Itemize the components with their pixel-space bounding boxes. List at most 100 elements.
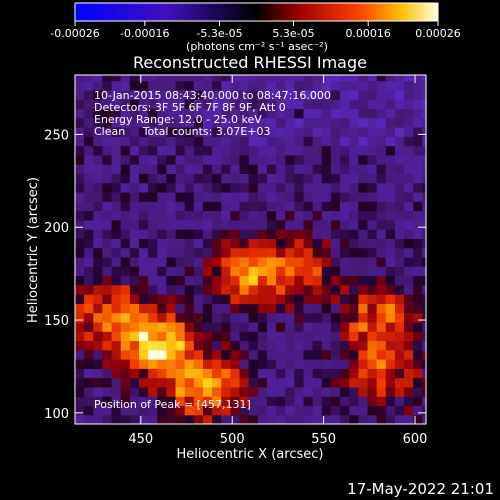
heatmap-cell bbox=[266, 266, 277, 277]
heatmap-cell bbox=[413, 164, 423, 174]
heatmap-cell bbox=[102, 80, 113, 91]
heatmap-cell bbox=[394, 182, 405, 193]
heatmap-cell bbox=[120, 377, 131, 388]
heatmap-cell bbox=[93, 89, 104, 100]
heatmap-cell bbox=[120, 229, 131, 239]
heatmap-cell bbox=[148, 173, 158, 184]
heatmap-cell bbox=[111, 414, 122, 424]
heatmap-cell bbox=[285, 312, 295, 323]
heatmap-cell bbox=[129, 117, 140, 128]
heatmap-cell bbox=[285, 377, 295, 388]
heatmap-cell bbox=[166, 321, 177, 332]
heatmap-cell bbox=[257, 377, 268, 388]
heatmap-cell bbox=[385, 145, 396, 156]
heatmap-cell bbox=[358, 405, 369, 416]
heatmap-cell bbox=[157, 414, 168, 424]
heatmap-cell bbox=[266, 182, 277, 193]
heatmap-cell bbox=[221, 117, 231, 128]
heatmap-cell bbox=[111, 99, 122, 110]
heatmap-cell bbox=[93, 99, 104, 110]
heatmap-cell bbox=[148, 405, 158, 416]
heatmap-cell bbox=[276, 117, 286, 128]
heatmap-cell bbox=[84, 405, 94, 416]
heatmap-cell bbox=[376, 377, 387, 388]
heatmap-cell bbox=[285, 340, 295, 351]
heatmap-cell bbox=[202, 247, 213, 258]
heatmap-cell bbox=[294, 126, 305, 137]
heatmap-cell bbox=[367, 99, 378, 110]
heatmap-cell bbox=[102, 201, 113, 212]
heatmap-cell bbox=[84, 303, 94, 314]
heatmap-cell bbox=[166, 359, 177, 369]
heatmap-cell bbox=[248, 89, 259, 100]
heatmap-cell bbox=[330, 126, 341, 137]
heatmap-cell bbox=[148, 182, 158, 193]
heatmap-cell bbox=[175, 414, 186, 424]
heatmap-cell bbox=[129, 173, 140, 184]
heatmap-cell bbox=[184, 154, 195, 165]
heatmap-cell bbox=[212, 368, 222, 379]
heatmap-cell bbox=[394, 247, 405, 258]
heatmap-cell bbox=[257, 219, 268, 230]
heatmap-cell bbox=[257, 126, 268, 137]
heatmap-cell bbox=[358, 340, 369, 351]
heatmap-cell bbox=[221, 108, 231, 119]
heatmap-cell bbox=[285, 396, 295, 407]
heatmap-cell bbox=[294, 266, 305, 277]
heatmap-cell bbox=[221, 247, 231, 258]
heatmap-cell bbox=[358, 210, 369, 221]
heatmap-cell bbox=[385, 321, 396, 332]
heatmap-cell bbox=[111, 331, 122, 342]
heatmap-cell bbox=[193, 405, 204, 416]
heatmap-cell bbox=[138, 266, 149, 277]
heatmap-cell bbox=[349, 99, 359, 110]
heatmap-cell bbox=[102, 321, 113, 332]
heatmap-cell bbox=[184, 80, 195, 91]
heatmap-cell bbox=[248, 238, 259, 249]
heatmap-cell bbox=[239, 284, 250, 295]
heatmap-cell bbox=[294, 312, 305, 323]
chart-title: Reconstructed RHESSI Image bbox=[133, 53, 367, 72]
heatmap-cell bbox=[166, 386, 177, 397]
heatmap-cell bbox=[358, 359, 369, 369]
heatmap-cell bbox=[376, 219, 387, 230]
heatmap-cell bbox=[404, 136, 414, 147]
heatmap-cell bbox=[102, 182, 113, 193]
heatmap-cell bbox=[248, 294, 259, 304]
heatmap-cell bbox=[75, 368, 85, 379]
heatmap-cell bbox=[358, 321, 369, 332]
heatmap-cell bbox=[202, 340, 213, 351]
heatmap-cell bbox=[239, 294, 250, 304]
heatmap-cell bbox=[230, 359, 241, 369]
heatmap-cell bbox=[157, 312, 168, 323]
heatmap-cell bbox=[376, 256, 387, 267]
heatmap-cell bbox=[358, 89, 369, 100]
y-axis-label: Heliocentric Y (arcsec) bbox=[26, 177, 41, 323]
heatmap-cell bbox=[321, 331, 332, 342]
heatmap-cell bbox=[367, 294, 378, 304]
heatmap-cell bbox=[376, 191, 387, 202]
heatmap-cell bbox=[404, 294, 414, 304]
heatmap-cell bbox=[148, 331, 158, 342]
heatmap-cell bbox=[129, 256, 140, 267]
heatmap-cell bbox=[75, 247, 85, 258]
heatmap-cell bbox=[358, 414, 369, 424]
heatmap-cell bbox=[93, 312, 104, 323]
heatmap-cell bbox=[129, 386, 140, 397]
heatmap-cell bbox=[303, 368, 314, 379]
heatmap-cell bbox=[157, 154, 168, 165]
heatmap-cell bbox=[75, 136, 85, 147]
heatmap-cell bbox=[340, 414, 350, 424]
heatmap-cell bbox=[303, 386, 314, 397]
heatmap-cell bbox=[285, 247, 295, 258]
heatmap-cell bbox=[221, 154, 231, 165]
heatmap-cell bbox=[358, 229, 369, 239]
heatmap-cell bbox=[413, 191, 423, 202]
heatmap-cell bbox=[93, 182, 104, 193]
heatmap-cell bbox=[166, 396, 177, 407]
heatmap-cell bbox=[358, 126, 369, 137]
heatmap-cell bbox=[394, 238, 405, 249]
heatmap-cell bbox=[157, 201, 168, 212]
heatmap-cell bbox=[349, 294, 359, 304]
heatmap-cell bbox=[367, 201, 378, 212]
